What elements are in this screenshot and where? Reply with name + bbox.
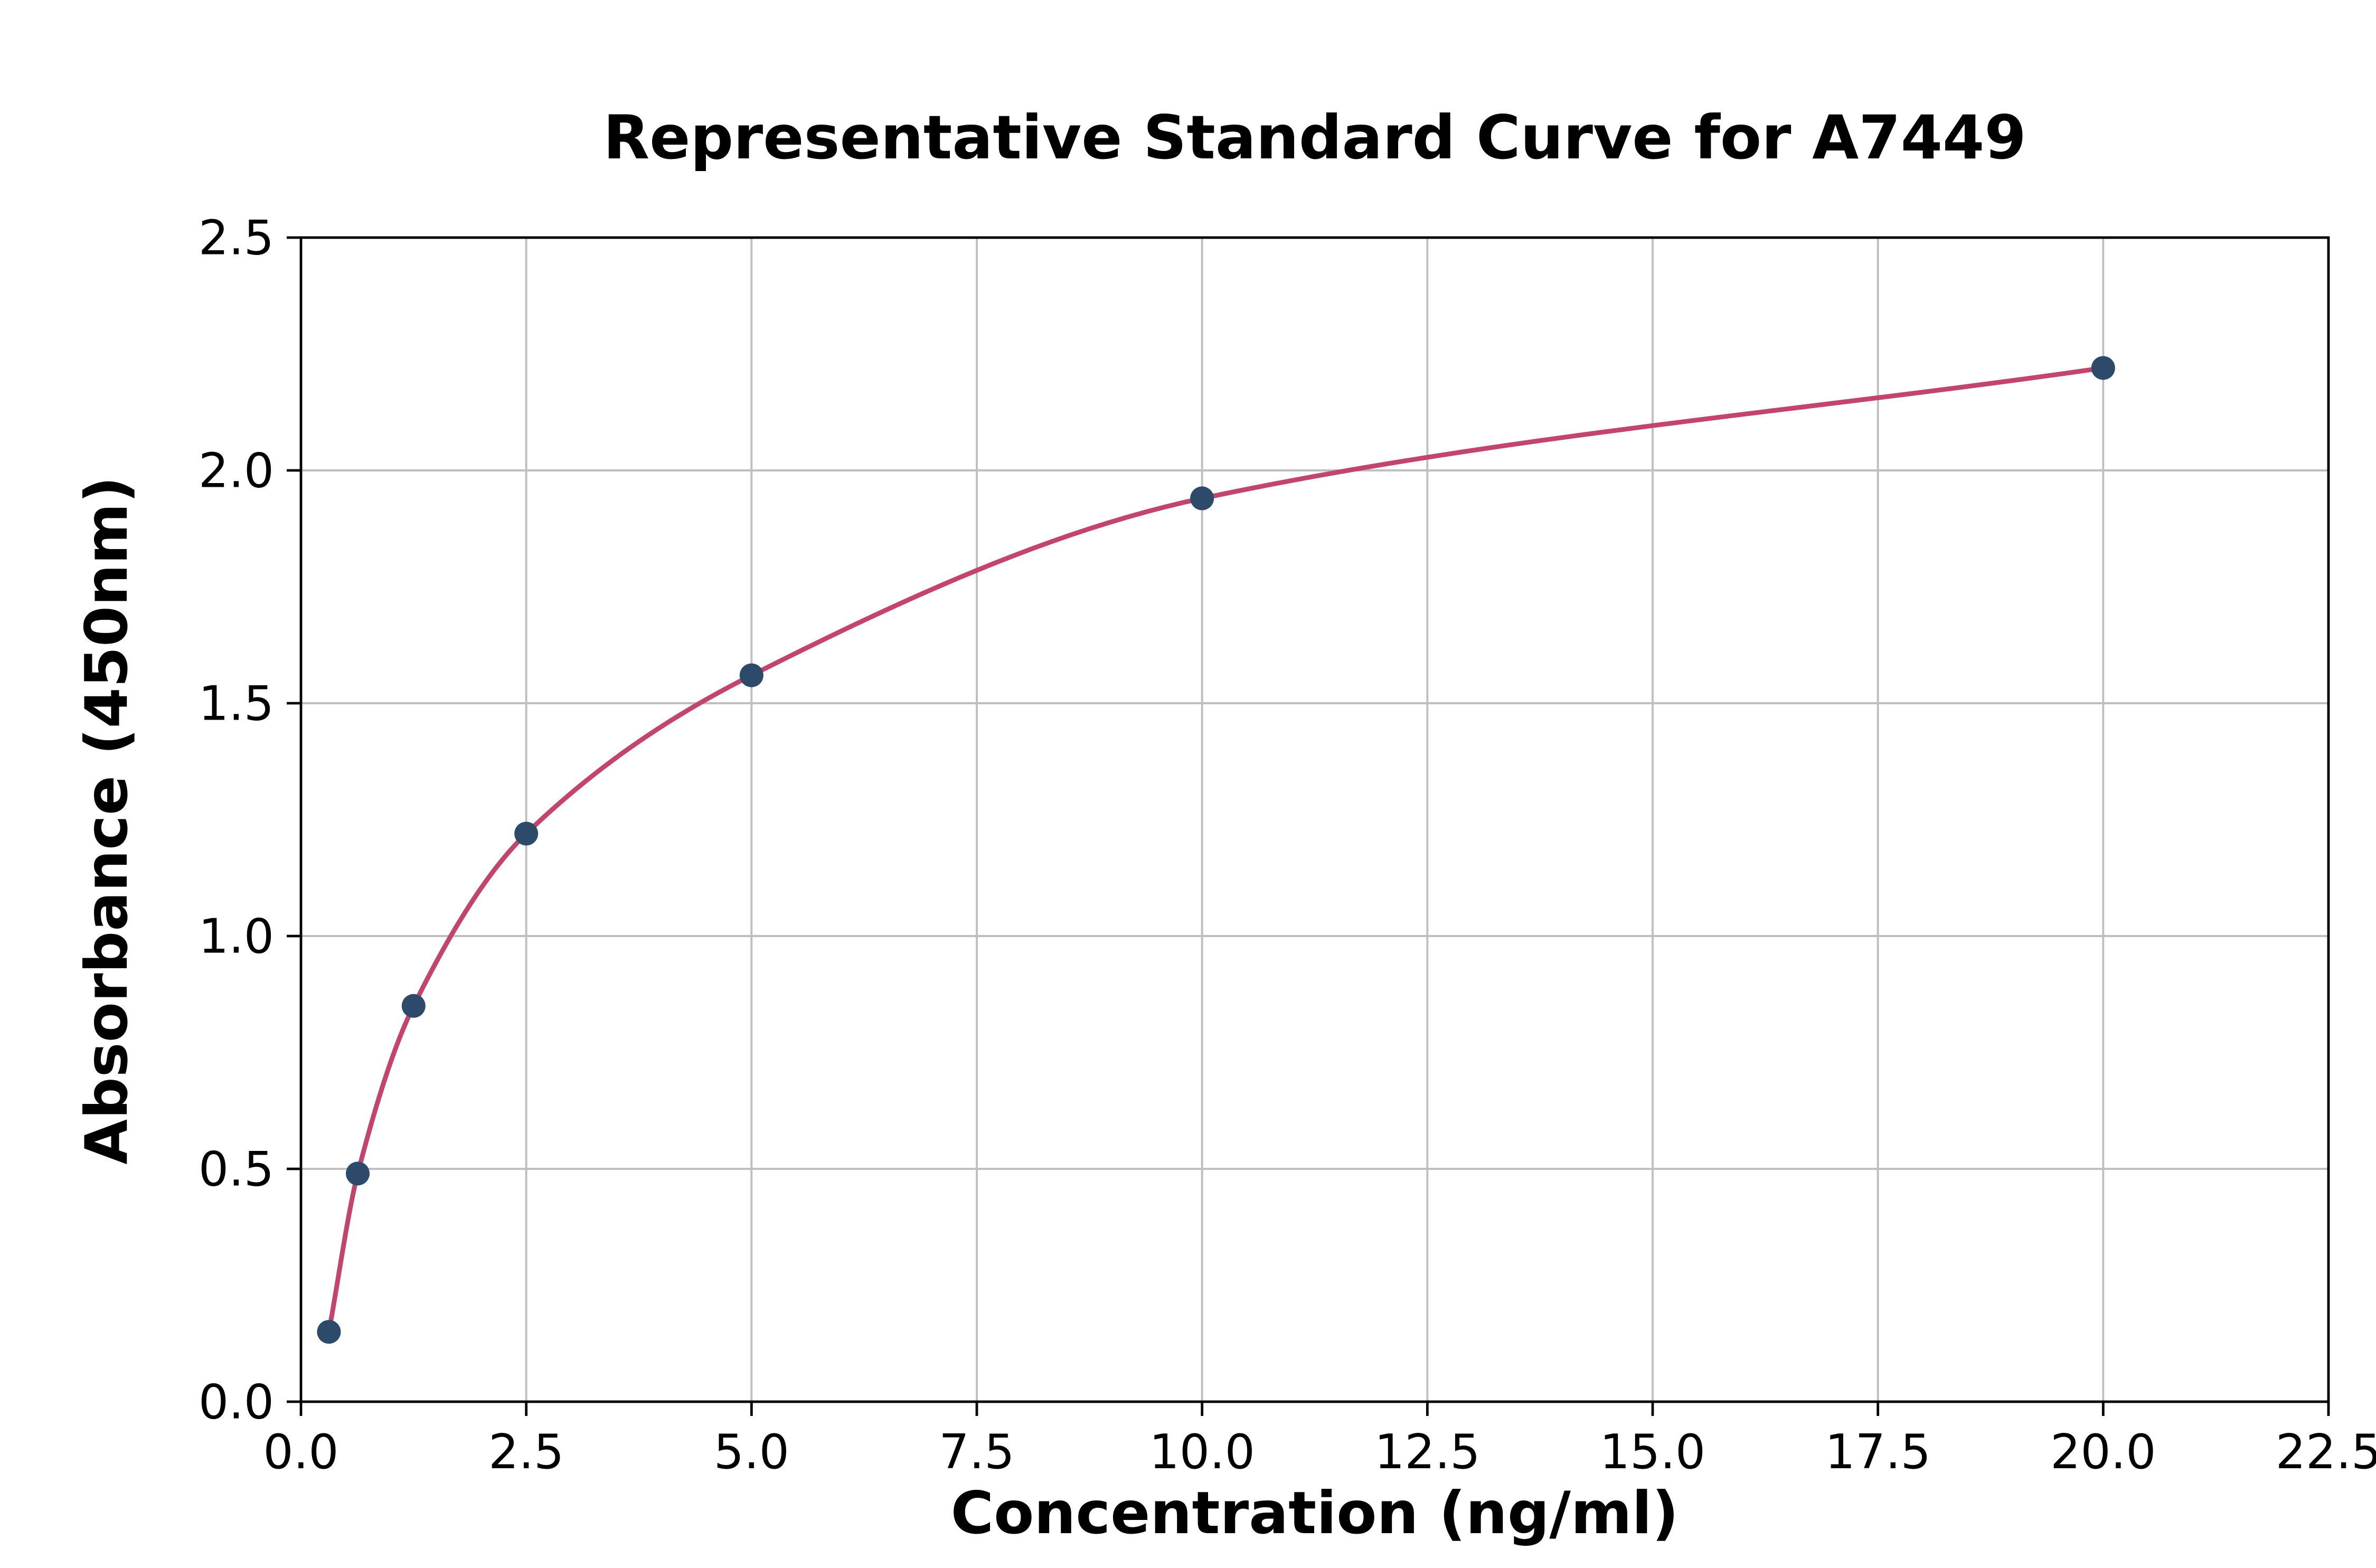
- y-tick-label: 1.0: [199, 909, 274, 965]
- plot-border: [299, 236, 2330, 1403]
- x-tick-label: 10.0: [1149, 1424, 1255, 1480]
- plot-area: [317, 356, 2115, 1344]
- x-tick-label: 0.0: [263, 1424, 338, 1480]
- x-tick-label: 2.5: [488, 1424, 564, 1480]
- y-tick-label: 2.5: [199, 211, 274, 266]
- data-point: [346, 1161, 370, 1186]
- y-tick-label: 2.0: [199, 443, 274, 499]
- x-tick-label: 5.0: [714, 1424, 789, 1480]
- x-tick-label: 12.5: [1374, 1424, 1480, 1480]
- x-tick-label: 17.5: [1825, 1424, 1930, 1480]
- data-point: [1190, 486, 1214, 511]
- x-axis-label: Concentration (ng/ml): [951, 1479, 1679, 1547]
- chart-title: Representative Standard Curve for A7449: [603, 102, 2026, 173]
- x-tick-label: 22.5: [2276, 1424, 2376, 1480]
- grid-lines: [300, 237, 2330, 1403]
- data-point: [514, 821, 539, 846]
- x-tick-label: 7.5: [939, 1424, 1014, 1480]
- axes: 0.0 2.5 5.0 7.5 10.0 12.5 15.0 17.5 20.0 22.5 0.0 0…: [199, 211, 2376, 1480]
- data-point: [317, 1320, 341, 1344]
- x-tick-label: 15.0: [1600, 1424, 1705, 1480]
- fit-curve: [326, 365, 2106, 1335]
- labels: Representative Standard Curve for A7449 …: [73, 102, 2026, 1547]
- y-tick-label: 0.5: [199, 1142, 274, 1197]
- y-axis-label: Absorbance (450nm): [73, 476, 141, 1164]
- x-tick-label: 20.0: [2050, 1424, 2156, 1480]
- data-point: [739, 663, 763, 687]
- y-tick-label: 0.0: [199, 1375, 274, 1430]
- y-tick-label: 1.5: [199, 676, 274, 732]
- data-point: [2091, 356, 2115, 380]
- data-point: [401, 994, 426, 1018]
